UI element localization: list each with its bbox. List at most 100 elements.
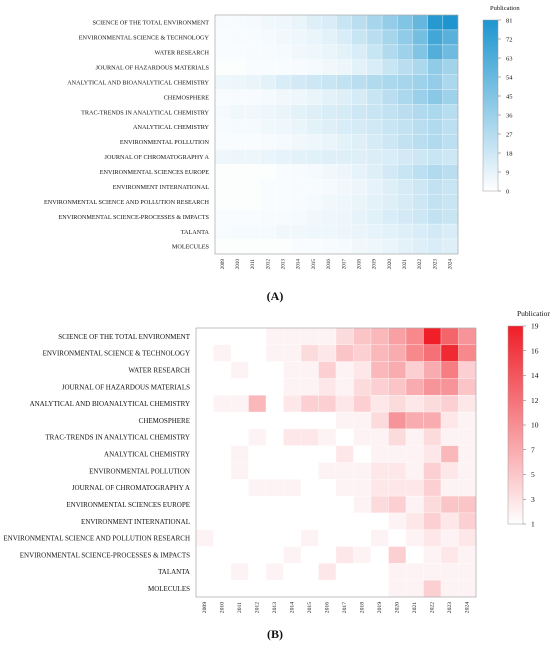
heatmap-cell: [366, 14, 383, 31]
heatmap-cell: [300, 344, 319, 362]
heatmap-cell: [195, 529, 214, 547]
heatmap-cell: [440, 428, 459, 446]
heatmap-cell: [275, 179, 292, 195]
heatmap-cell: [397, 223, 413, 240]
heatmap-cell: [300, 428, 319, 446]
heatmap-cell: [412, 179, 428, 195]
heatmap-cell: [381, 134, 398, 150]
y-tick-label: SCIENCE OF THE TOTAL ENVIRONMENT: [58, 333, 191, 341]
heatmap-cell: [321, 134, 337, 150]
heatmap-cell: [458, 512, 477, 531]
heatmap-cell: [265, 344, 284, 362]
heatmap-cell: [405, 327, 424, 346]
heatmap-cell: [248, 479, 267, 497]
heatmap-cell: [370, 546, 389, 564]
heatmap-cell: [370, 462, 389, 480]
heatmap-cell: [412, 149, 428, 165]
heatmap-cell: [275, 208, 292, 225]
x-tick-label: 2024: [448, 259, 454, 270]
heatmap-cell: [214, 194, 231, 210]
heatmap-cell: [353, 529, 372, 547]
legend-tick-label: 72: [506, 36, 513, 43]
heatmap-cell: [370, 479, 389, 497]
heatmap-cell: [440, 445, 459, 463]
y-tick-label: ENVIRONMENTAL SCIENCE AND POLLUTION RESE…: [3, 535, 190, 543]
heatmap-cell: [318, 512, 337, 531]
heatmap-cell: [260, 149, 276, 165]
heatmap-cell: [336, 194, 352, 210]
heatmap-cell: [353, 512, 372, 531]
heatmap-cell: [213, 411, 232, 430]
heatmap-cell: [442, 14, 459, 31]
heatmap-cell: [245, 119, 261, 135]
y-tick-label: MOLECULES: [148, 585, 190, 593]
heatmap-cell: [353, 546, 372, 564]
heatmap-cell: [283, 462, 302, 480]
heatmap-cell: [229, 149, 246, 165]
heatmap-cell: [265, 462, 284, 480]
heatmap-cell: [195, 462, 214, 480]
heatmap-cell: [229, 119, 246, 135]
heatmap-cell: [405, 378, 424, 396]
y-tick-label: ENVIRONMENTAL SCIENCE & TECHNOLOGY: [79, 35, 210, 42]
x-tick-label: 2022: [430, 602, 436, 613]
heatmap-cell: [458, 546, 477, 564]
y-tick-label: ENVIRONMENT INTERNATIONAL: [81, 518, 190, 526]
heatmap-cell: [442, 44, 459, 61]
heatmap-cell: [442, 194, 459, 210]
heatmap-cell: [423, 378, 442, 396]
heatmap-cell: [412, 208, 428, 225]
heatmap-cell: [214, 149, 231, 165]
heatmap-cell: [275, 44, 292, 61]
heatmap-cell: [283, 479, 302, 497]
heatmap-cell: [336, 74, 352, 90]
y-tick-label: WATER RESEARCH: [128, 366, 190, 374]
heatmap-cell: [423, 529, 442, 547]
y-tick-label: JOURNAL OF HAZARDOUS MATERIALS: [96, 64, 210, 71]
heatmap-cell: [300, 411, 319, 430]
heatmap-cell: [370, 428, 389, 446]
heatmap-cell: [442, 104, 459, 120]
y-tick-label: ENVIRONMENTAL SCIENCE-PROCESSES & IMPACT…: [20, 551, 190, 559]
heatmap-cell: [230, 529, 249, 547]
heatmap-cell: [283, 529, 302, 547]
heatmap-cell: [300, 563, 319, 581]
heatmap-cell: [412, 134, 428, 150]
heatmap-cell: [442, 149, 459, 165]
heatmap-cell: [405, 512, 424, 531]
heatmap-cell: [275, 104, 292, 120]
heatmap-cell: [388, 378, 407, 396]
y-tick-label: WATER RESEARCH: [155, 50, 210, 57]
heatmap-cell: [265, 479, 284, 497]
heatmap-cell: [335, 579, 354, 598]
heatmap-cell: [427, 14, 444, 31]
heatmap-cell: [195, 495, 214, 514]
legend-tick-label: 54: [506, 74, 513, 81]
heatmap-cell: [366, 29, 383, 46]
x-tick-label: 2012: [255, 602, 261, 613]
heatmap-cell: [195, 512, 214, 531]
heatmap-cell: [412, 194, 428, 210]
heatmap-cell: [245, 149, 261, 165]
heatmap-cell: [290, 149, 307, 165]
heatmap-cell: [230, 579, 249, 598]
y-tick-label: ANALYTICAL AND BIOANALYTICAL CHEMISTRY: [30, 400, 190, 408]
heatmap-cell: [440, 395, 459, 413]
heatmap-cell: [442, 164, 459, 180]
heatmap-cell: [353, 495, 372, 514]
heatmap-cell: [214, 164, 231, 180]
heatmap-cell: [260, 104, 276, 120]
heatmap-cell: [229, 44, 246, 61]
heatmap-cell: [335, 344, 354, 362]
heatmap-cell: [427, 119, 444, 135]
heatmap-cell: [300, 529, 319, 547]
heatmap-cell: [442, 119, 459, 135]
heatmap-cell: [458, 563, 477, 581]
heatmap-cell: [440, 462, 459, 480]
y-tick-label: JOURNAL OF CHROMATOGRAPHY A: [72, 484, 190, 492]
heatmap-cell: [423, 546, 442, 564]
heatmap-cell: [442, 59, 459, 76]
heatmap-cell: [265, 529, 284, 547]
heatmap-cell: [335, 428, 354, 446]
heatmap-cell: [260, 119, 276, 135]
